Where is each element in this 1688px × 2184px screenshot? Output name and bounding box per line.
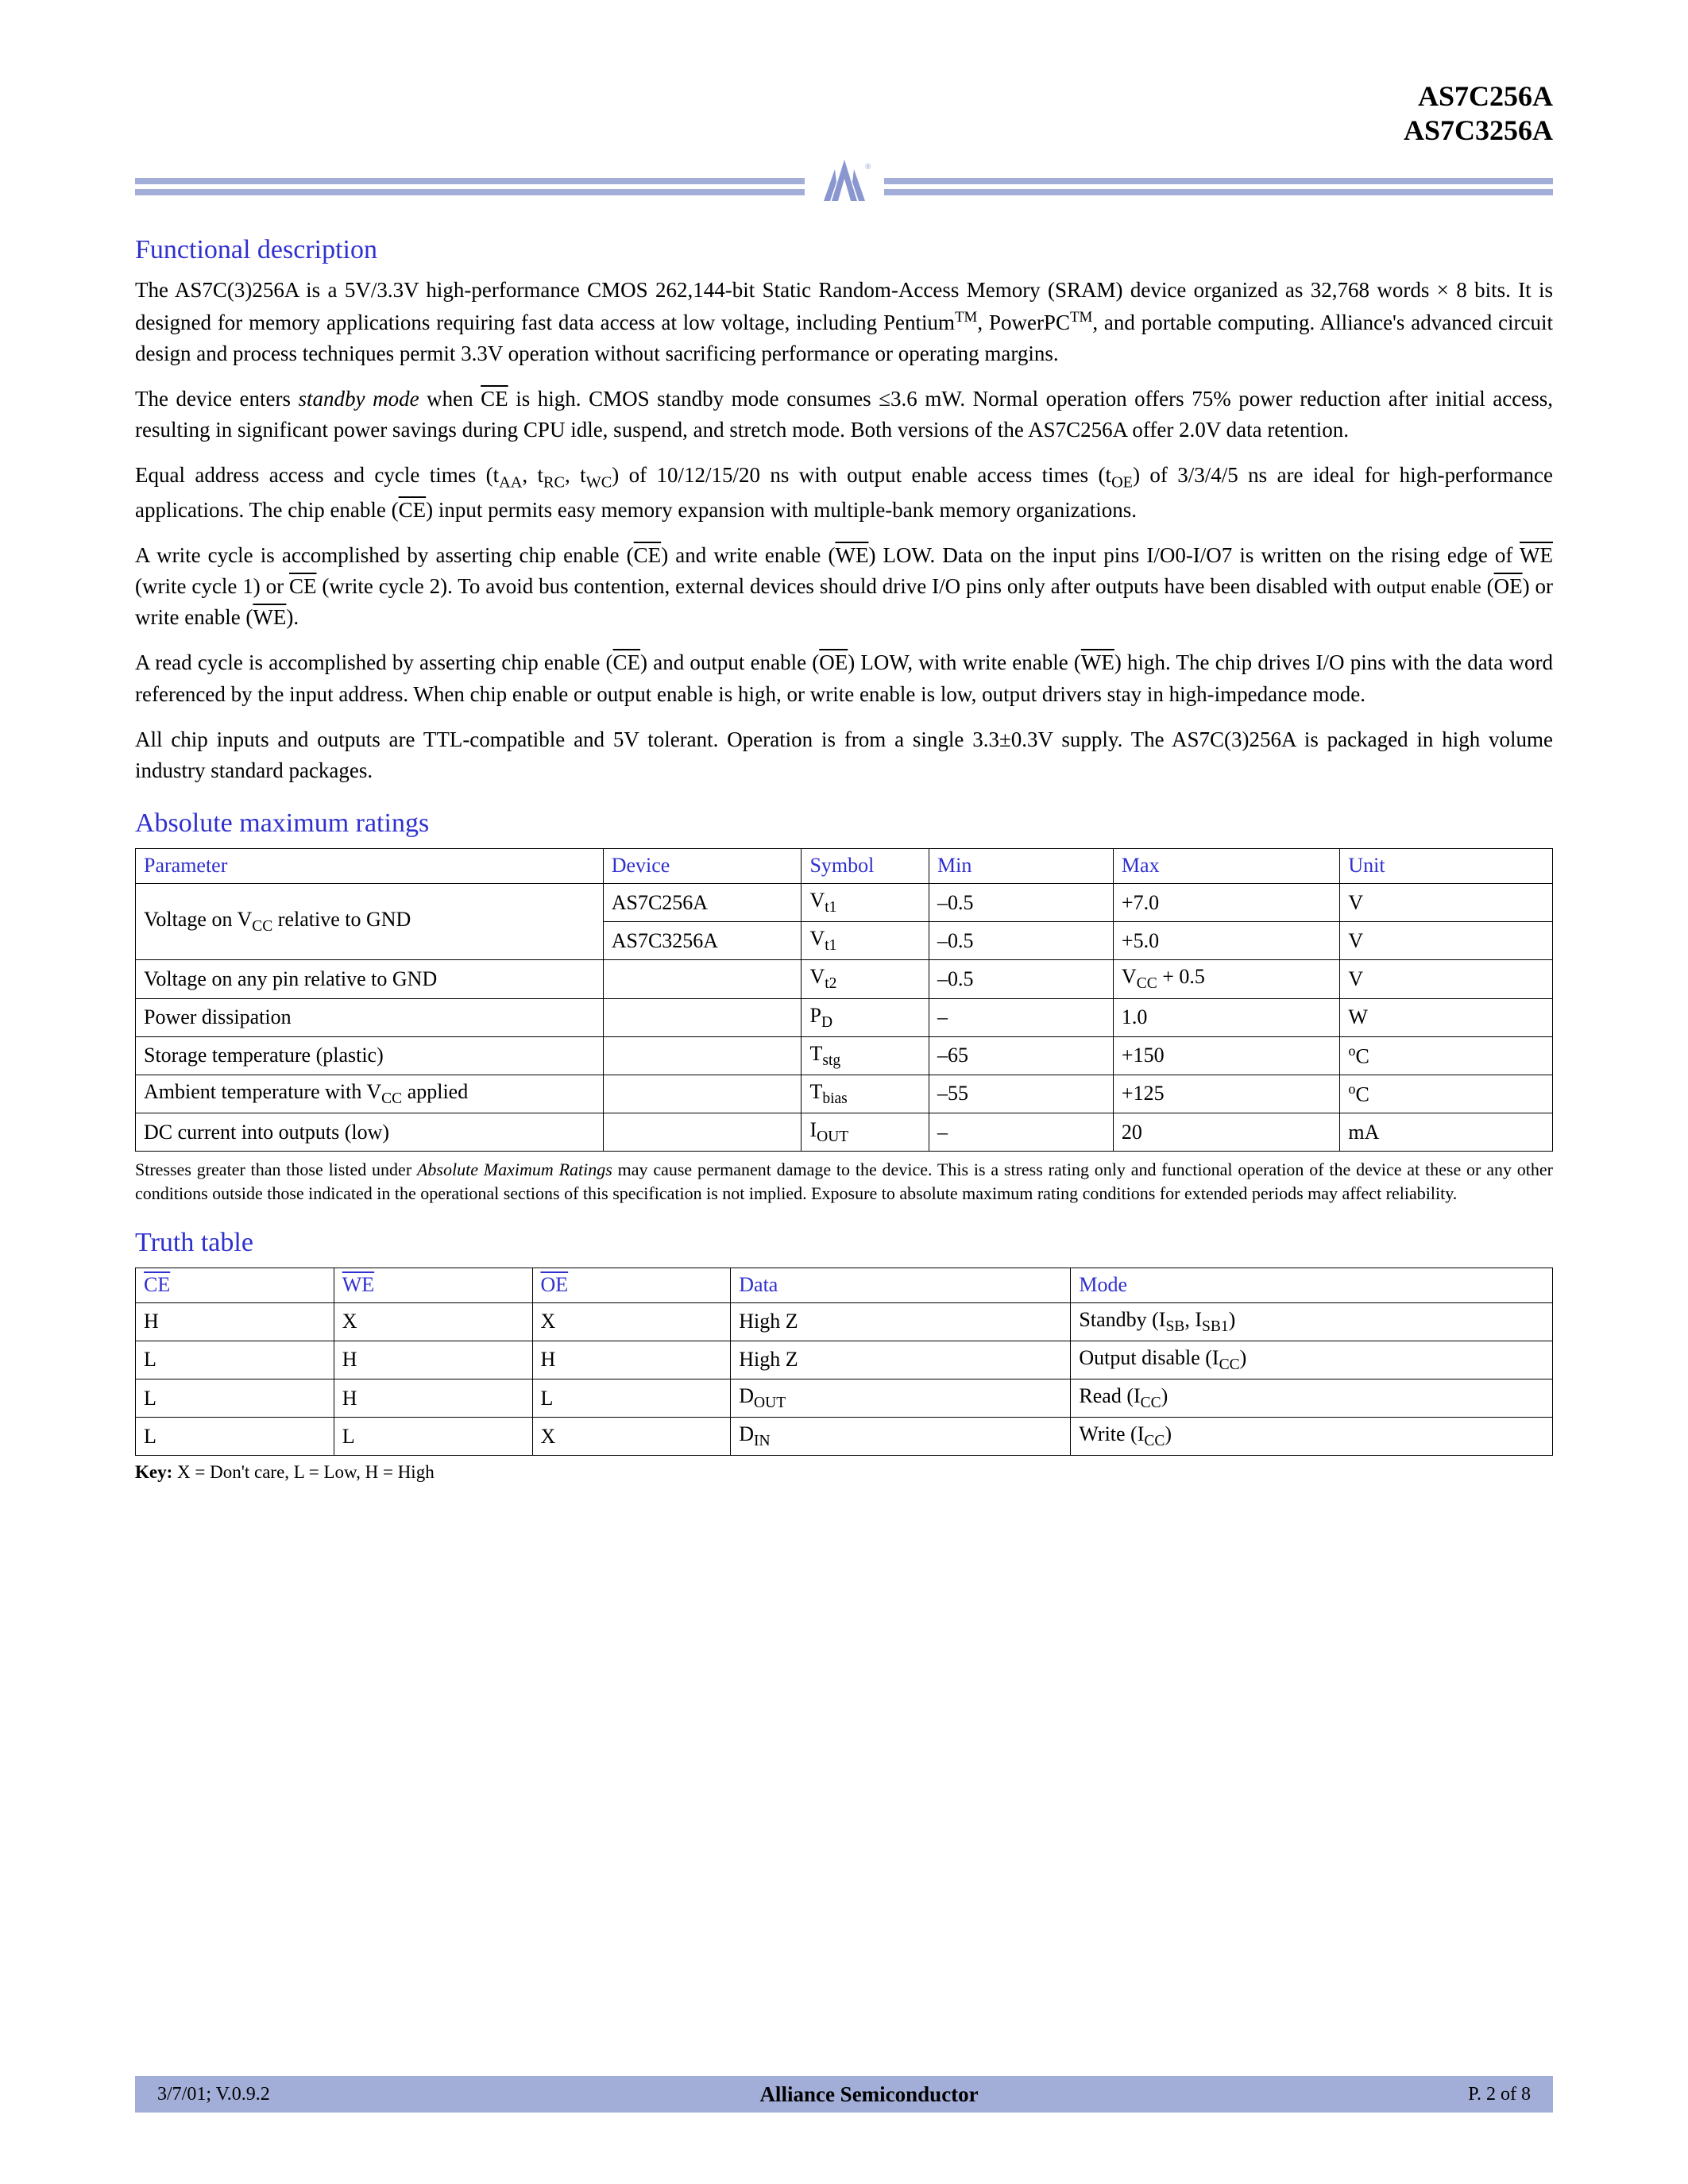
func-para-5: A read cycle is accomplished by assertin…: [135, 647, 1553, 709]
page-footer: 3/7/01; V.0.9.2 Alliance Semiconductor P…: [135, 2076, 1553, 2113]
page-header: AS7C256A AS7C3256A ®: [135, 79, 1553, 211]
func-para-2: The device enters standby mode when CE i…: [135, 384, 1553, 446]
amr-title: Absolute maximum ratings: [135, 808, 1553, 839]
table-row: L L X DIN Write (ICC): [136, 1418, 1553, 1456]
functional-description-title: Functional description: [135, 235, 1553, 265]
table-row: Storage temperature (plastic) Tstg –65 +…: [136, 1036, 1553, 1075]
table-row: Ambient temperature with VCC applied Tbi…: [136, 1075, 1553, 1113]
svg-text:®: ®: [865, 163, 871, 172]
footer-company: Alliance Semiconductor: [759, 2082, 978, 2107]
table-row: L H H High Z Output disable (ICC): [136, 1341, 1553, 1379]
truth-table: CE WE OE Data Mode H X X High Z Standby …: [135, 1268, 1553, 1457]
table-row: L H L DOUT Read (ICC): [136, 1379, 1553, 1418]
func-para-3: Equal address access and cycle times (tA…: [135, 460, 1553, 526]
header-divider: ®: [135, 164, 1553, 211]
table-row: H X X High Z Standby (ISB, ISB1): [136, 1302, 1553, 1341]
func-para-4: A write cycle is accomplished by asserti…: [135, 540, 1553, 633]
logo-icon: ®: [805, 149, 884, 221]
func-para-1: The AS7C(3)256A is a 5V/3.3V high-perfor…: [135, 275, 1553, 369]
footer-page-number: P. 2 of 8: [1468, 2084, 1531, 2105]
table-row: Voltage on any pin relative to GND Vt2 –…: [136, 960, 1553, 998]
table-row: DC current into outputs (low) IOUT – 20 …: [136, 1113, 1553, 1152]
func-para-6: All chip inputs and outputs are TTL-comp…: [135, 724, 1553, 786]
table-header-row: CE WE OE Data Mode: [136, 1268, 1553, 1302]
truth-table-title: Truth table: [135, 1228, 1553, 1258]
table-header-row: Parameter Device Symbol Min Max Unit: [136, 848, 1553, 883]
amr-table: Parameter Device Symbol Min Max Unit Vol…: [135, 848, 1553, 1152]
part-numbers: AS7C256A AS7C3256A: [135, 79, 1553, 148]
part-number-2: AS7C3256A: [135, 114, 1553, 148]
footer-date-version: 3/7/01; V.0.9.2: [157, 2084, 270, 2105]
truth-table-key: Key: X = Don't care, L = Low, H = High: [135, 1462, 1553, 1483]
amr-footnote: Stresses greater than those listed under…: [135, 1158, 1553, 1205]
part-number-1: AS7C256A: [135, 79, 1553, 114]
table-row: Voltage on VCC relative to GND AS7C256A …: [136, 883, 1553, 921]
table-row: Power dissipation PD – 1.0 W: [136, 998, 1553, 1036]
